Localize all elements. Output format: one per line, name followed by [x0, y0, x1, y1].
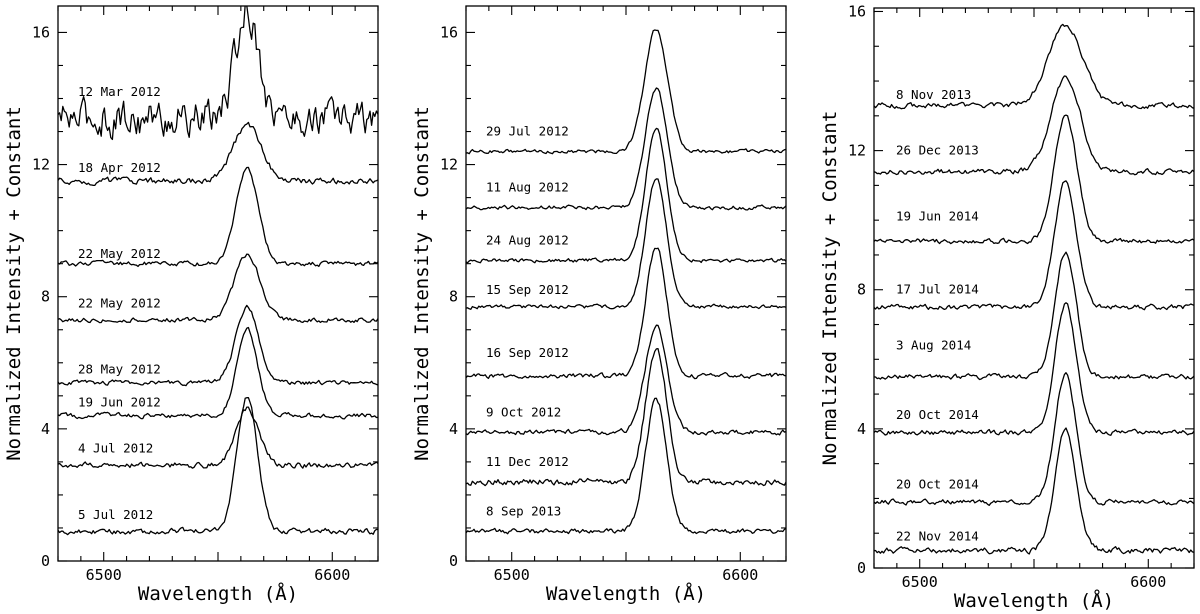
spectrum-line: [58, 326, 378, 420]
spectrum-date-label: 5 Jul 2012: [78, 507, 153, 522]
spectrum-line: [874, 23, 1194, 110]
y-tick-label: 4: [449, 420, 458, 438]
y-tick-label: 12: [440, 156, 458, 174]
spectrum-line: [58, 304, 378, 387]
spectrum-date-label: 18 Apr 2012: [78, 160, 161, 175]
spectrum-line: [874, 75, 1194, 176]
y-tick-label: 4: [857, 420, 866, 438]
x-tick-label: 6600: [314, 566, 350, 584]
spectrum-line: [874, 251, 1194, 381]
spectrum-date-label: 3 Aug 2014: [896, 337, 971, 352]
spectrum-line: [874, 372, 1194, 506]
spectrum-line: [466, 397, 786, 535]
spectrum-line: [58, 253, 378, 324]
spectrum-line: [466, 29, 786, 155]
spectrum-line: [466, 87, 786, 211]
spectrum-line: [874, 427, 1194, 555]
x-tick-label: 6600: [1130, 573, 1166, 591]
spectrum-date-label: 22 May 2012: [78, 295, 161, 310]
spectrum-date-label: 20 Oct 2014: [896, 477, 979, 492]
x-axis-title: Wavelength (Å): [954, 589, 1114, 612]
x-tick-label: 6500: [494, 566, 530, 584]
spectrum-line: [466, 247, 786, 380]
spectrum-date-label: 29 Jul 2012: [486, 124, 569, 139]
x-axis-title: Wavelength (Å): [138, 582, 298, 605]
y-tick-label: 8: [449, 288, 458, 306]
spectrum-date-label: 20 Oct 2014: [896, 407, 979, 422]
spectrum-date-label: 22 Nov 2014: [896, 529, 979, 544]
spectrum-line: [466, 127, 786, 264]
y-axis-title: Normalized Intensity + Constant: [411, 106, 433, 461]
y-tick-label: 12: [32, 156, 50, 174]
panel-right: 6500 6600 0 4 8 12 16 Wavelength (Å) Normalized …: [819, 2, 1195, 612]
x-axis-title: Wavelength (Å): [546, 582, 706, 605]
spectrum-line: [466, 324, 786, 436]
spectrum-date-label: 24 Aug 2012: [486, 233, 569, 248]
spectrum-line: [874, 114, 1194, 245]
spectrum-date-label: 19 Jun 2014: [896, 209, 979, 224]
y-tick-label: 16: [32, 23, 50, 41]
y-axis-title: Normalized Intensity + Constant: [3, 106, 25, 461]
y-tick-label: 0: [449, 552, 458, 570]
x-tick-label: 6500: [902, 573, 938, 591]
spectrum-line: [58, 121, 378, 187]
y-tick-label: 0: [857, 559, 866, 577]
spectrum-line: [874, 302, 1194, 436]
x-tick-label: 6500: [86, 566, 122, 584]
y-tick-label: 16: [440, 23, 458, 41]
spectrum-date-label: 16 Sep 2012: [486, 345, 569, 360]
y-axis-title: Normalized Intensity + Constant: [819, 111, 841, 466]
spectrum-date-label: 15 Sep 2012: [486, 282, 569, 297]
y-tick-label: 16: [848, 2, 866, 20]
panel-middle: 6500 6600 0 4 8 12 16 Wavelength (Å) Normalized …: [411, 5, 787, 605]
y-tick-label: 4: [41, 420, 50, 438]
spectrum-line: [874, 180, 1194, 311]
spectrum-date-label: 8 Nov 2013: [896, 87, 971, 102]
spectrum-date-label: 8 Sep 2013: [486, 503, 561, 518]
y-tick-label: 8: [857, 281, 866, 299]
y-tick-label: 8: [41, 288, 50, 306]
spectrum-line: [58, 406, 378, 469]
spectrum-date-label: 26 Dec 2013: [896, 143, 979, 158]
spectrum-date-label: 9 Oct 2012: [486, 404, 561, 419]
spectrum-date-label: 19 Jun 2012: [78, 394, 161, 409]
spectrum-line: [58, 396, 378, 536]
spectrum-date-label: 4 Jul 2012: [78, 441, 153, 456]
spectrum-date-label: 11 Aug 2012: [486, 180, 569, 195]
spectrum-line: [466, 178, 786, 310]
spectrum-line: [58, 6, 378, 141]
y-tick-label: 0: [41, 552, 50, 570]
spectrum-date-label: 28 May 2012: [78, 361, 161, 376]
spectrum-date-label: 11 Dec 2012: [486, 454, 569, 469]
spectrum-date-label: 22 May 2012: [78, 246, 161, 261]
spectrum-date-label: 12 Mar 2012: [78, 84, 161, 99]
spectrum-line: [58, 166, 378, 268]
x-tick-label: 6600: [722, 566, 758, 584]
y-tick-label: 12: [848, 142, 866, 160]
spectrum-date-label: 17 Jul 2014: [896, 282, 979, 297]
panel-left: 6500 6600 0 4 8 12 16 Wavelength (Å) Normalized …: [3, 5, 379, 605]
spectrum-line: [466, 347, 786, 487]
